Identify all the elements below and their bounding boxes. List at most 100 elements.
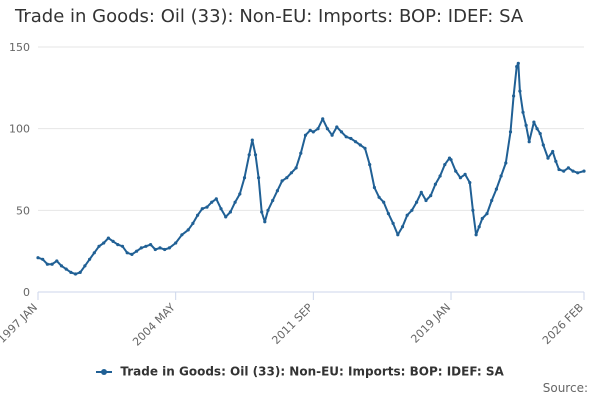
data-point[interactable] xyxy=(78,270,82,274)
data-point[interactable] xyxy=(299,151,303,155)
data-point[interactable] xyxy=(429,194,433,198)
data-point[interactable] xyxy=(139,246,143,250)
data-point[interactable] xyxy=(424,198,428,203)
data-point[interactable] xyxy=(554,159,558,163)
data-point[interactable] xyxy=(518,89,522,93)
data-point[interactable] xyxy=(45,262,50,266)
data-point[interactable] xyxy=(149,243,153,247)
data-point[interactable] xyxy=(541,143,545,147)
data-point[interactable] xyxy=(325,127,329,131)
data-point[interactable] xyxy=(311,130,315,134)
data-point[interactable] xyxy=(266,208,270,212)
data-point[interactable] xyxy=(116,243,120,247)
data-point[interactable] xyxy=(468,181,472,185)
data-point[interactable] xyxy=(303,133,308,137)
data-point[interactable] xyxy=(102,241,106,245)
data-point[interactable] xyxy=(73,272,78,276)
data-point[interactable] xyxy=(368,163,372,167)
data-point[interactable] xyxy=(571,169,575,173)
data-point[interactable] xyxy=(153,247,157,252)
data-point[interactable] xyxy=(538,132,542,136)
data-point[interactable] xyxy=(463,172,467,176)
data-point[interactable] xyxy=(358,143,362,147)
data-point[interactable] xyxy=(233,200,237,204)
data-point[interactable] xyxy=(515,65,519,69)
data-point[interactable] xyxy=(415,200,419,204)
data-point[interactable] xyxy=(228,210,232,214)
data-point[interactable] xyxy=(200,207,204,211)
data-point[interactable] xyxy=(396,233,400,237)
data-point[interactable] xyxy=(88,257,92,261)
data-point[interactable] xyxy=(144,244,148,248)
legend[interactable]: Trade in Goods: Oil (33): Non-EU: Import… xyxy=(0,364,600,379)
data-point[interactable] xyxy=(214,197,218,201)
data-point[interactable] xyxy=(454,169,458,173)
data-point[interactable] xyxy=(83,264,87,268)
data-point[interactable] xyxy=(471,208,475,212)
data-point[interactable] xyxy=(125,251,129,255)
data-point[interactable] xyxy=(167,246,171,250)
data-point[interactable] xyxy=(247,153,251,157)
data-point[interactable] xyxy=(508,130,513,134)
data-point[interactable] xyxy=(477,225,481,229)
data-point[interactable] xyxy=(511,94,516,98)
data-point[interactable] xyxy=(410,208,414,212)
data-point[interactable] xyxy=(433,182,437,186)
data-point[interactable] xyxy=(382,200,386,204)
data-point[interactable] xyxy=(59,264,64,268)
data-point[interactable] xyxy=(257,176,261,180)
data-point[interactable] xyxy=(372,185,376,190)
data-point[interactable] xyxy=(316,127,320,131)
data-point[interactable] xyxy=(474,233,478,237)
data-point[interactable] xyxy=(205,205,209,209)
data-point[interactable] xyxy=(275,189,279,193)
data-point[interactable] xyxy=(562,169,566,173)
data-point[interactable] xyxy=(41,257,45,261)
data-point[interactable] xyxy=(238,192,242,196)
data-point[interactable] xyxy=(163,247,167,252)
data-point[interactable] xyxy=(490,198,494,203)
data-point[interactable] xyxy=(321,117,325,121)
data-point[interactable] xyxy=(263,220,267,224)
data-point[interactable] xyxy=(339,130,344,134)
data-point[interactable] xyxy=(260,210,264,214)
data-point[interactable] xyxy=(535,127,539,131)
data-point[interactable] xyxy=(546,156,550,160)
data-point[interactable] xyxy=(36,256,40,260)
data-point[interactable] xyxy=(516,61,520,65)
data-point[interactable] xyxy=(55,259,59,263)
data-point[interactable] xyxy=(253,153,258,157)
data-point[interactable] xyxy=(271,198,275,203)
data-point[interactable] xyxy=(280,179,284,183)
data-point[interactable] xyxy=(532,120,536,124)
data-point[interactable] xyxy=(419,190,423,194)
data-point[interactable] xyxy=(106,236,110,240)
data-point[interactable] xyxy=(405,213,409,217)
data-point[interactable] xyxy=(377,195,381,199)
data-point[interactable] xyxy=(527,140,531,144)
data-point[interactable] xyxy=(174,241,178,245)
data-point[interactable] xyxy=(521,110,525,114)
data-point[interactable] xyxy=(349,136,353,141)
data-point[interactable] xyxy=(363,146,367,150)
data-point[interactable] xyxy=(294,166,298,170)
data-point[interactable] xyxy=(354,140,358,144)
data-point[interactable] xyxy=(92,251,96,255)
data-point[interactable] xyxy=(135,249,139,253)
data-point[interactable] xyxy=(64,267,68,271)
data-point[interactable] xyxy=(158,246,162,250)
data-point[interactable] xyxy=(308,128,312,132)
data-point[interactable] xyxy=(330,133,334,137)
data-point[interactable] xyxy=(458,176,462,180)
data-point[interactable] xyxy=(391,221,395,225)
data-point[interactable] xyxy=(289,171,293,175)
data-point[interactable] xyxy=(582,169,586,173)
data-point[interactable] xyxy=(219,207,223,211)
data-point[interactable] xyxy=(224,215,228,219)
data-point[interactable] xyxy=(438,174,442,178)
data-point[interactable] xyxy=(576,171,580,175)
data-point[interactable] xyxy=(443,163,447,167)
data-point[interactable] xyxy=(494,187,498,191)
data-point[interactable] xyxy=(50,262,54,266)
data-point[interactable] xyxy=(480,216,484,221)
